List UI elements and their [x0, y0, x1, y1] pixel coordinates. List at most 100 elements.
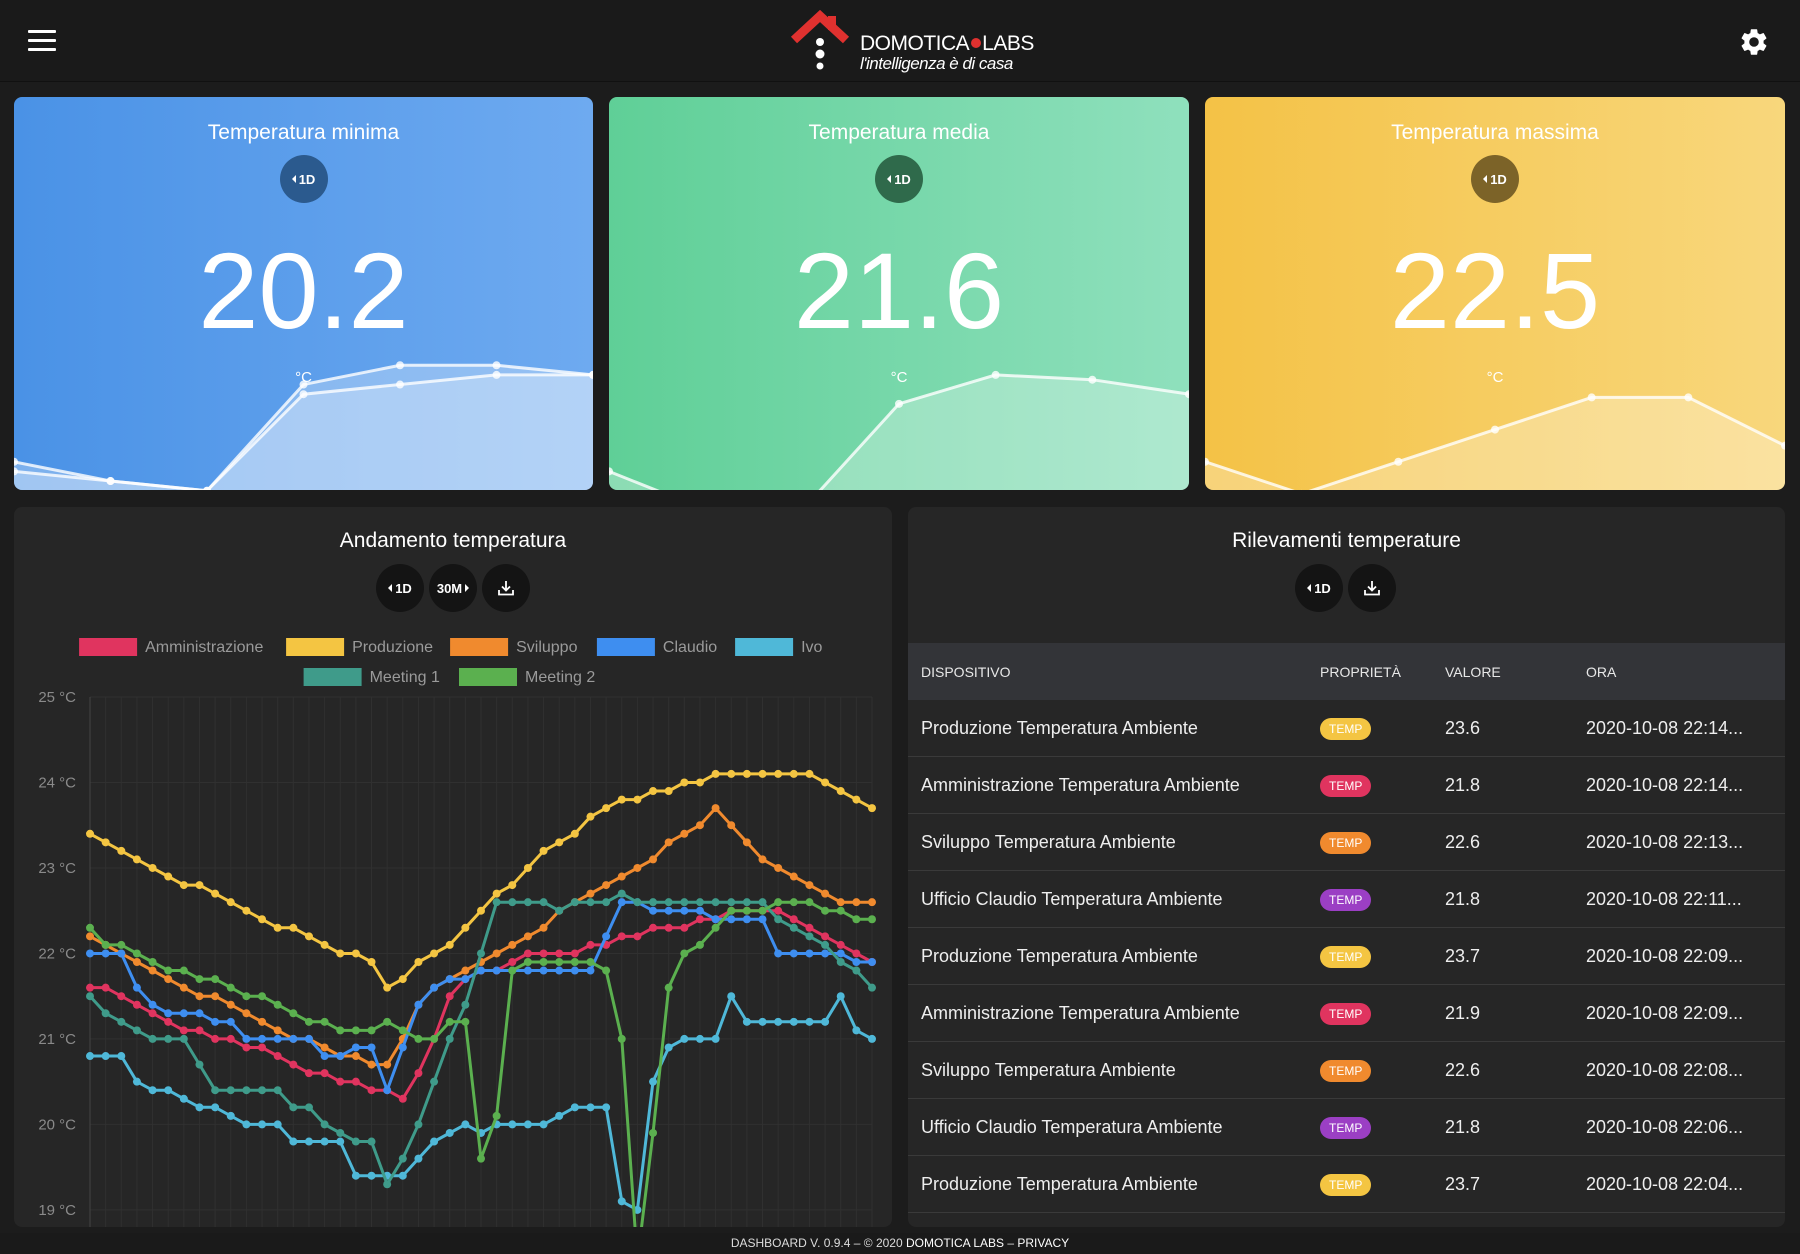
data-point[interactable] — [226, 1111, 235, 1120]
table-row[interactable]: Produzione Temperatura Ambiente TEMP 23.… — [908, 928, 1785, 985]
data-point[interactable] — [320, 1043, 329, 1052]
range-button[interactable]: 1D — [875, 155, 923, 203]
data-point[interactable] — [649, 1128, 658, 1137]
data-point[interactable] — [289, 1034, 298, 1043]
data-point[interactable] — [617, 1197, 626, 1206]
data-point[interactable] — [836, 940, 845, 949]
data-point[interactable] — [805, 932, 814, 941]
data-point[interactable] — [774, 949, 783, 958]
data-point[interactable] — [570, 966, 579, 975]
data-point[interactable] — [852, 1026, 861, 1035]
data-point[interactable] — [555, 838, 564, 847]
data-point[interactable] — [695, 940, 704, 949]
data-point[interactable] — [242, 1043, 251, 1052]
data-point[interactable] — [211, 975, 220, 984]
range-button[interactable]: 1D — [1295, 564, 1343, 612]
data-point[interactable] — [242, 1120, 251, 1129]
data-point[interactable] — [477, 906, 485, 915]
data-point[interactable] — [727, 915, 736, 924]
data-point[interactable] — [586, 966, 595, 975]
data-point[interactable] — [727, 906, 736, 915]
footer-brand-link[interactable]: DOMOTICA LABS — [905, 1236, 1005, 1250]
legend-label[interactable]: Meeting 1 — [370, 669, 440, 686]
data-point[interactable] — [789, 1017, 798, 1026]
data-point[interactable] — [304, 1103, 313, 1112]
gear-icon[interactable] — [1738, 26, 1770, 58]
data-point[interactable] — [86, 992, 94, 1001]
data-point[interactable] — [602, 1103, 611, 1112]
data-point[interactable] — [727, 898, 736, 907]
legend-swatch[interactable] — [450, 638, 509, 656]
data-point[interactable] — [101, 983, 110, 992]
data-point[interactable] — [711, 1034, 720, 1043]
data-point[interactable] — [351, 1171, 360, 1180]
data-point[interactable] — [430, 1077, 439, 1086]
table-row[interactable]: Amministrazione Temperatura Ambiente TEM… — [908, 757, 1785, 814]
data-point[interactable] — [555, 1111, 564, 1120]
data-point[interactable] — [508, 966, 517, 975]
legend-swatch[interactable] — [596, 638, 655, 656]
data-point[interactable] — [570, 958, 579, 966]
data-point[interactable] — [586, 940, 595, 949]
table-row[interactable]: Amministrazione Temperatura Ambiente TEM… — [908, 985, 1785, 1042]
data-point[interactable] — [680, 1034, 689, 1043]
data-point[interactable] — [664, 898, 673, 907]
data-point[interactable] — [336, 1077, 345, 1086]
data-point[interactable] — [367, 1026, 376, 1035]
data-point[interactable] — [695, 821, 704, 830]
data-point[interactable] — [805, 769, 814, 778]
data-point[interactable] — [852, 915, 861, 924]
data-point[interactable] — [711, 915, 720, 924]
data-point[interactable] — [320, 1017, 329, 1026]
legend-label[interactable]: Claudio — [663, 639, 717, 656]
data-point[interactable] — [258, 992, 267, 1001]
data-point[interactable] — [695, 898, 704, 907]
data-point[interactable] — [836, 898, 845, 907]
data-point[interactable] — [836, 958, 845, 966]
data-point[interactable] — [758, 898, 767, 907]
data-point[interactable] — [86, 949, 94, 958]
data-point[interactable] — [351, 1137, 360, 1146]
data-point[interactable] — [633, 898, 642, 907]
data-point[interactable] — [132, 983, 141, 992]
data-point[interactable] — [148, 863, 157, 872]
data-point[interactable] — [367, 1171, 376, 1180]
data-point[interactable] — [508, 1120, 517, 1129]
data-point[interactable] — [664, 906, 673, 915]
data-point[interactable] — [179, 881, 188, 890]
data-point[interactable] — [367, 1137, 376, 1146]
data-point[interactable] — [117, 940, 126, 949]
table-row[interactable]: Ufficio Claudio Temperatura Ambiente TEM… — [908, 871, 1785, 928]
data-point[interactable] — [570, 1103, 579, 1112]
data-point[interactable] — [711, 923, 720, 932]
table-row[interactable]: Sviluppo Temperatura Ambiente TEMP 22.6 … — [908, 1042, 1785, 1099]
data-point[interactable] — [164, 966, 173, 975]
data-point[interactable] — [414, 1000, 423, 1009]
data-point[interactable] — [164, 975, 173, 984]
data-point[interactable] — [508, 898, 517, 907]
data-point[interactable] — [695, 915, 704, 924]
data-point[interactable] — [649, 898, 658, 907]
legend-swatch[interactable] — [79, 638, 138, 656]
data-point[interactable] — [727, 769, 736, 778]
data-point[interactable] — [586, 1103, 595, 1112]
legend-swatch[interactable] — [459, 668, 517, 686]
data-point[interactable] — [289, 1060, 298, 1069]
data-point[interactable] — [680, 778, 689, 787]
data-point[interactable] — [789, 898, 798, 907]
data-point[interactable] — [164, 1086, 173, 1095]
data-point[interactable] — [86, 983, 94, 992]
data-point[interactable] — [789, 949, 798, 958]
data-point[interactable] — [523, 898, 532, 907]
data-point[interactable] — [805, 1017, 814, 1026]
data-point[interactable] — [789, 769, 798, 778]
data-point[interactable] — [289, 1009, 298, 1018]
range-button[interactable]: 1D — [376, 564, 424, 612]
data-point[interactable] — [383, 1180, 392, 1189]
data-point[interactable] — [852, 958, 861, 966]
data-point[interactable] — [179, 966, 188, 975]
data-point[interactable] — [414, 1034, 423, 1043]
data-point[interactable] — [633, 863, 642, 872]
data-point[interactable] — [523, 949, 532, 958]
data-point[interactable] — [398, 975, 407, 984]
